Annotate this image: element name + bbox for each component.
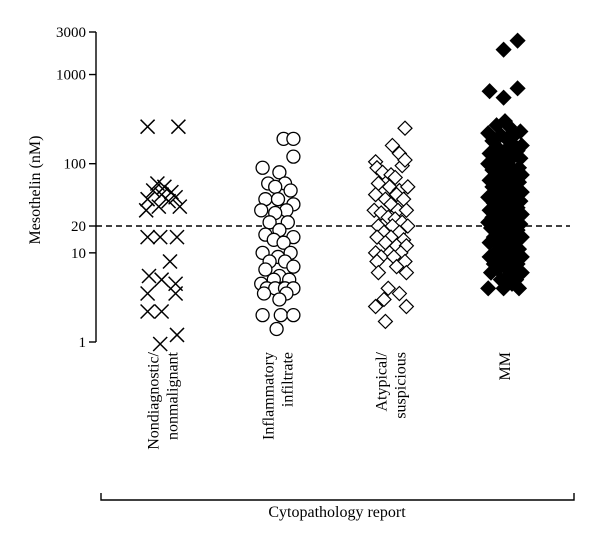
y-axis-label: Mesothelin (nM) bbox=[27, 136, 44, 245]
x-category-label: MM bbox=[497, 352, 514, 380]
open-diamond-point bbox=[387, 169, 404, 186]
open-circle-point bbox=[286, 259, 301, 274]
open-diamond-point bbox=[398, 298, 415, 315]
open-circle-point bbox=[258, 262, 273, 277]
filled-diamond-point bbox=[510, 280, 528, 297]
x-marker-point bbox=[154, 272, 170, 288]
open-diamond-point bbox=[370, 264, 387, 281]
open-circle-point bbox=[255, 160, 270, 175]
open-circle-point bbox=[255, 308, 270, 323]
y-tick-label: 1 bbox=[79, 335, 87, 351]
y-tick-label: 100 bbox=[64, 157, 87, 173]
x-category-label: Inflammatory bbox=[261, 352, 278, 440]
open-diamond-point bbox=[376, 291, 392, 308]
open-diamond-point bbox=[367, 298, 384, 315]
open-diamond-point bbox=[397, 120, 413, 137]
open-diamond-point bbox=[399, 178, 416, 195]
x-marker-point bbox=[152, 229, 168, 245]
open-diamond-point bbox=[383, 196, 399, 213]
open-diamond-point bbox=[373, 205, 390, 221]
open-circle-point bbox=[268, 179, 283, 194]
filled-diamond-point bbox=[481, 83, 498, 100]
y-tick-label: 20 bbox=[71, 219, 86, 235]
open-diamond-point bbox=[380, 280, 397, 297]
open-diamond-point bbox=[384, 137, 401, 154]
x-marker-point bbox=[168, 285, 184, 302]
open-circle-point bbox=[262, 215, 277, 230]
filled-diamond-point bbox=[509, 80, 526, 97]
x-category-label: suspicious bbox=[393, 352, 410, 419]
filled-diamond-point bbox=[495, 41, 512, 58]
x-marker-point bbox=[152, 336, 168, 352]
open-diamond-point bbox=[398, 202, 415, 219]
x-marker-point bbox=[169, 229, 185, 245]
open-circle-point bbox=[256, 286, 272, 301]
x-marker-point bbox=[138, 202, 154, 218]
open-circle-point bbox=[272, 292, 287, 307]
open-diamond-point bbox=[398, 264, 415, 281]
x-category-label: infiltrate bbox=[280, 352, 297, 407]
open-diamond-point bbox=[388, 258, 405, 275]
open-circle-point bbox=[286, 131, 301, 146]
open-diamond-point bbox=[377, 313, 394, 330]
y-tick-label: 1000 bbox=[56, 68, 86, 84]
x-marker-point bbox=[162, 253, 178, 270]
x-marker-point bbox=[140, 119, 156, 135]
filled-diamond-point bbox=[480, 280, 497, 297]
x-marker-point bbox=[145, 182, 161, 199]
filled-diamond-point bbox=[482, 264, 500, 281]
x-marker-point bbox=[172, 199, 188, 215]
open-circle-point bbox=[272, 165, 287, 180]
filled-diamond-point bbox=[509, 32, 526, 49]
x-marker-point bbox=[140, 303, 156, 320]
open-circle-point bbox=[269, 321, 284, 337]
x-marker-point bbox=[140, 229, 156, 245]
data-points bbox=[138, 32, 530, 352]
open-circle-point bbox=[270, 192, 286, 207]
y-tick-label: 3000 bbox=[56, 25, 86, 41]
x-category-label: nonmalignant bbox=[165, 351, 182, 440]
filled-diamond-point bbox=[495, 89, 512, 106]
open-diamond-point bbox=[369, 229, 385, 245]
open-circle-point bbox=[286, 149, 301, 164]
x-axis-bracket bbox=[100, 493, 575, 501]
x-category-label: Nondiagnostic/ bbox=[146, 351, 163, 449]
x-axis-label: Cytopathology report bbox=[268, 504, 406, 521]
open-diamond-point bbox=[391, 285, 408, 302]
open-circle-point bbox=[276, 235, 291, 250]
x-marker-point bbox=[154, 303, 170, 320]
open-circle-point bbox=[283, 183, 298, 198]
x-category-label: Atypical/ bbox=[374, 351, 391, 411]
open-diamond-point bbox=[374, 164, 391, 181]
open-diamond-point bbox=[397, 152, 413, 168]
x-marker-point bbox=[169, 327, 185, 343]
x-marker-point bbox=[161, 193, 177, 209]
open-circle-point bbox=[286, 308, 301, 323]
x-marker-point bbox=[151, 199, 167, 215]
x-marker-point bbox=[170, 119, 186, 135]
open-diamond-point bbox=[399, 218, 416, 234]
x-marker-point bbox=[168, 189, 184, 205]
y-ticks: 1 10 20 100 1000 3000 bbox=[56, 25, 96, 351]
y-tick-label: 10 bbox=[71, 246, 86, 262]
open-circle-point bbox=[254, 203, 269, 218]
x-marker-point bbox=[140, 285, 156, 302]
x-marker-point bbox=[141, 268, 157, 284]
open-circle-point bbox=[273, 308, 288, 323]
x-category-labels: Nondiagnostic/nonmalignant Inflammatory in… bbox=[146, 351, 515, 449]
